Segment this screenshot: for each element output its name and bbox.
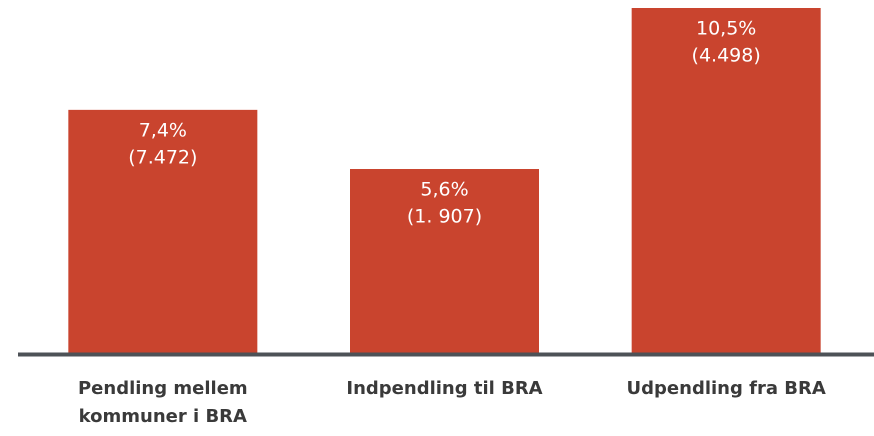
x-tick-label: Udpendling fra BRA (626, 378, 826, 399)
value-label: 7,4% (139, 119, 187, 141)
value-label: 10,5% (696, 18, 756, 40)
count-label: (4.498) (692, 45, 761, 67)
x-tick-label: Pendling mellem kommuner i BRA (77, 378, 248, 427)
x-tick-label: Indpendling til BRA (346, 378, 543, 399)
count-label: (7.472) (128, 146, 197, 168)
bar (631, 8, 821, 353)
value-label: 5,6% (420, 179, 468, 201)
bar (350, 169, 539, 353)
bar (68, 109, 258, 353)
count-label: (1. 907) (407, 206, 482, 228)
